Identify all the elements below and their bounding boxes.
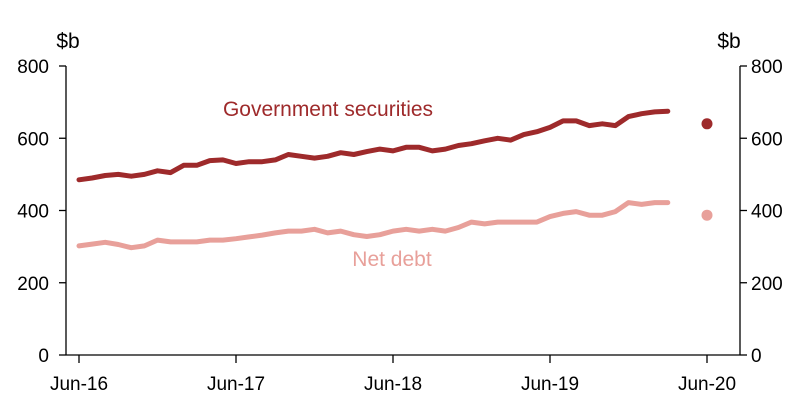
left-tick-label: 600 bbox=[17, 129, 49, 150]
right-tick-label: 600 bbox=[751, 129, 783, 150]
series-label-government-securities: Government securities bbox=[223, 98, 433, 121]
series-label-net-debt: Net debt bbox=[352, 248, 432, 271]
chart-marks bbox=[76, 108, 713, 251]
right-tick-label: 200 bbox=[751, 274, 783, 295]
x-tick-label: Jun-16 bbox=[50, 374, 108, 395]
right-tick-label: 800 bbox=[751, 57, 783, 78]
left-tick-label: 200 bbox=[17, 274, 49, 295]
x-tick-label: Jun-20 bbox=[678, 374, 736, 395]
x-tick-label: Jun-17 bbox=[207, 374, 265, 395]
right-tick-label: 0 bbox=[751, 346, 762, 367]
x-tick-label: Jun-19 bbox=[521, 374, 579, 395]
left-tick-label: 400 bbox=[17, 202, 49, 223]
left-tick-label: 0 bbox=[38, 346, 49, 367]
left-unit-label: $b bbox=[56, 30, 79, 53]
series-line-net-debt bbox=[76, 200, 671, 251]
projection-point-government-securities bbox=[701, 118, 713, 130]
left-tick-label: 800 bbox=[17, 57, 49, 78]
series-line-government-securities bbox=[76, 108, 671, 183]
projection-point-net-debt bbox=[701, 209, 713, 221]
x-tick-label: Jun-18 bbox=[364, 374, 422, 395]
right-unit-label: $b bbox=[717, 30, 740, 53]
right-tick-label: 400 bbox=[751, 202, 783, 223]
